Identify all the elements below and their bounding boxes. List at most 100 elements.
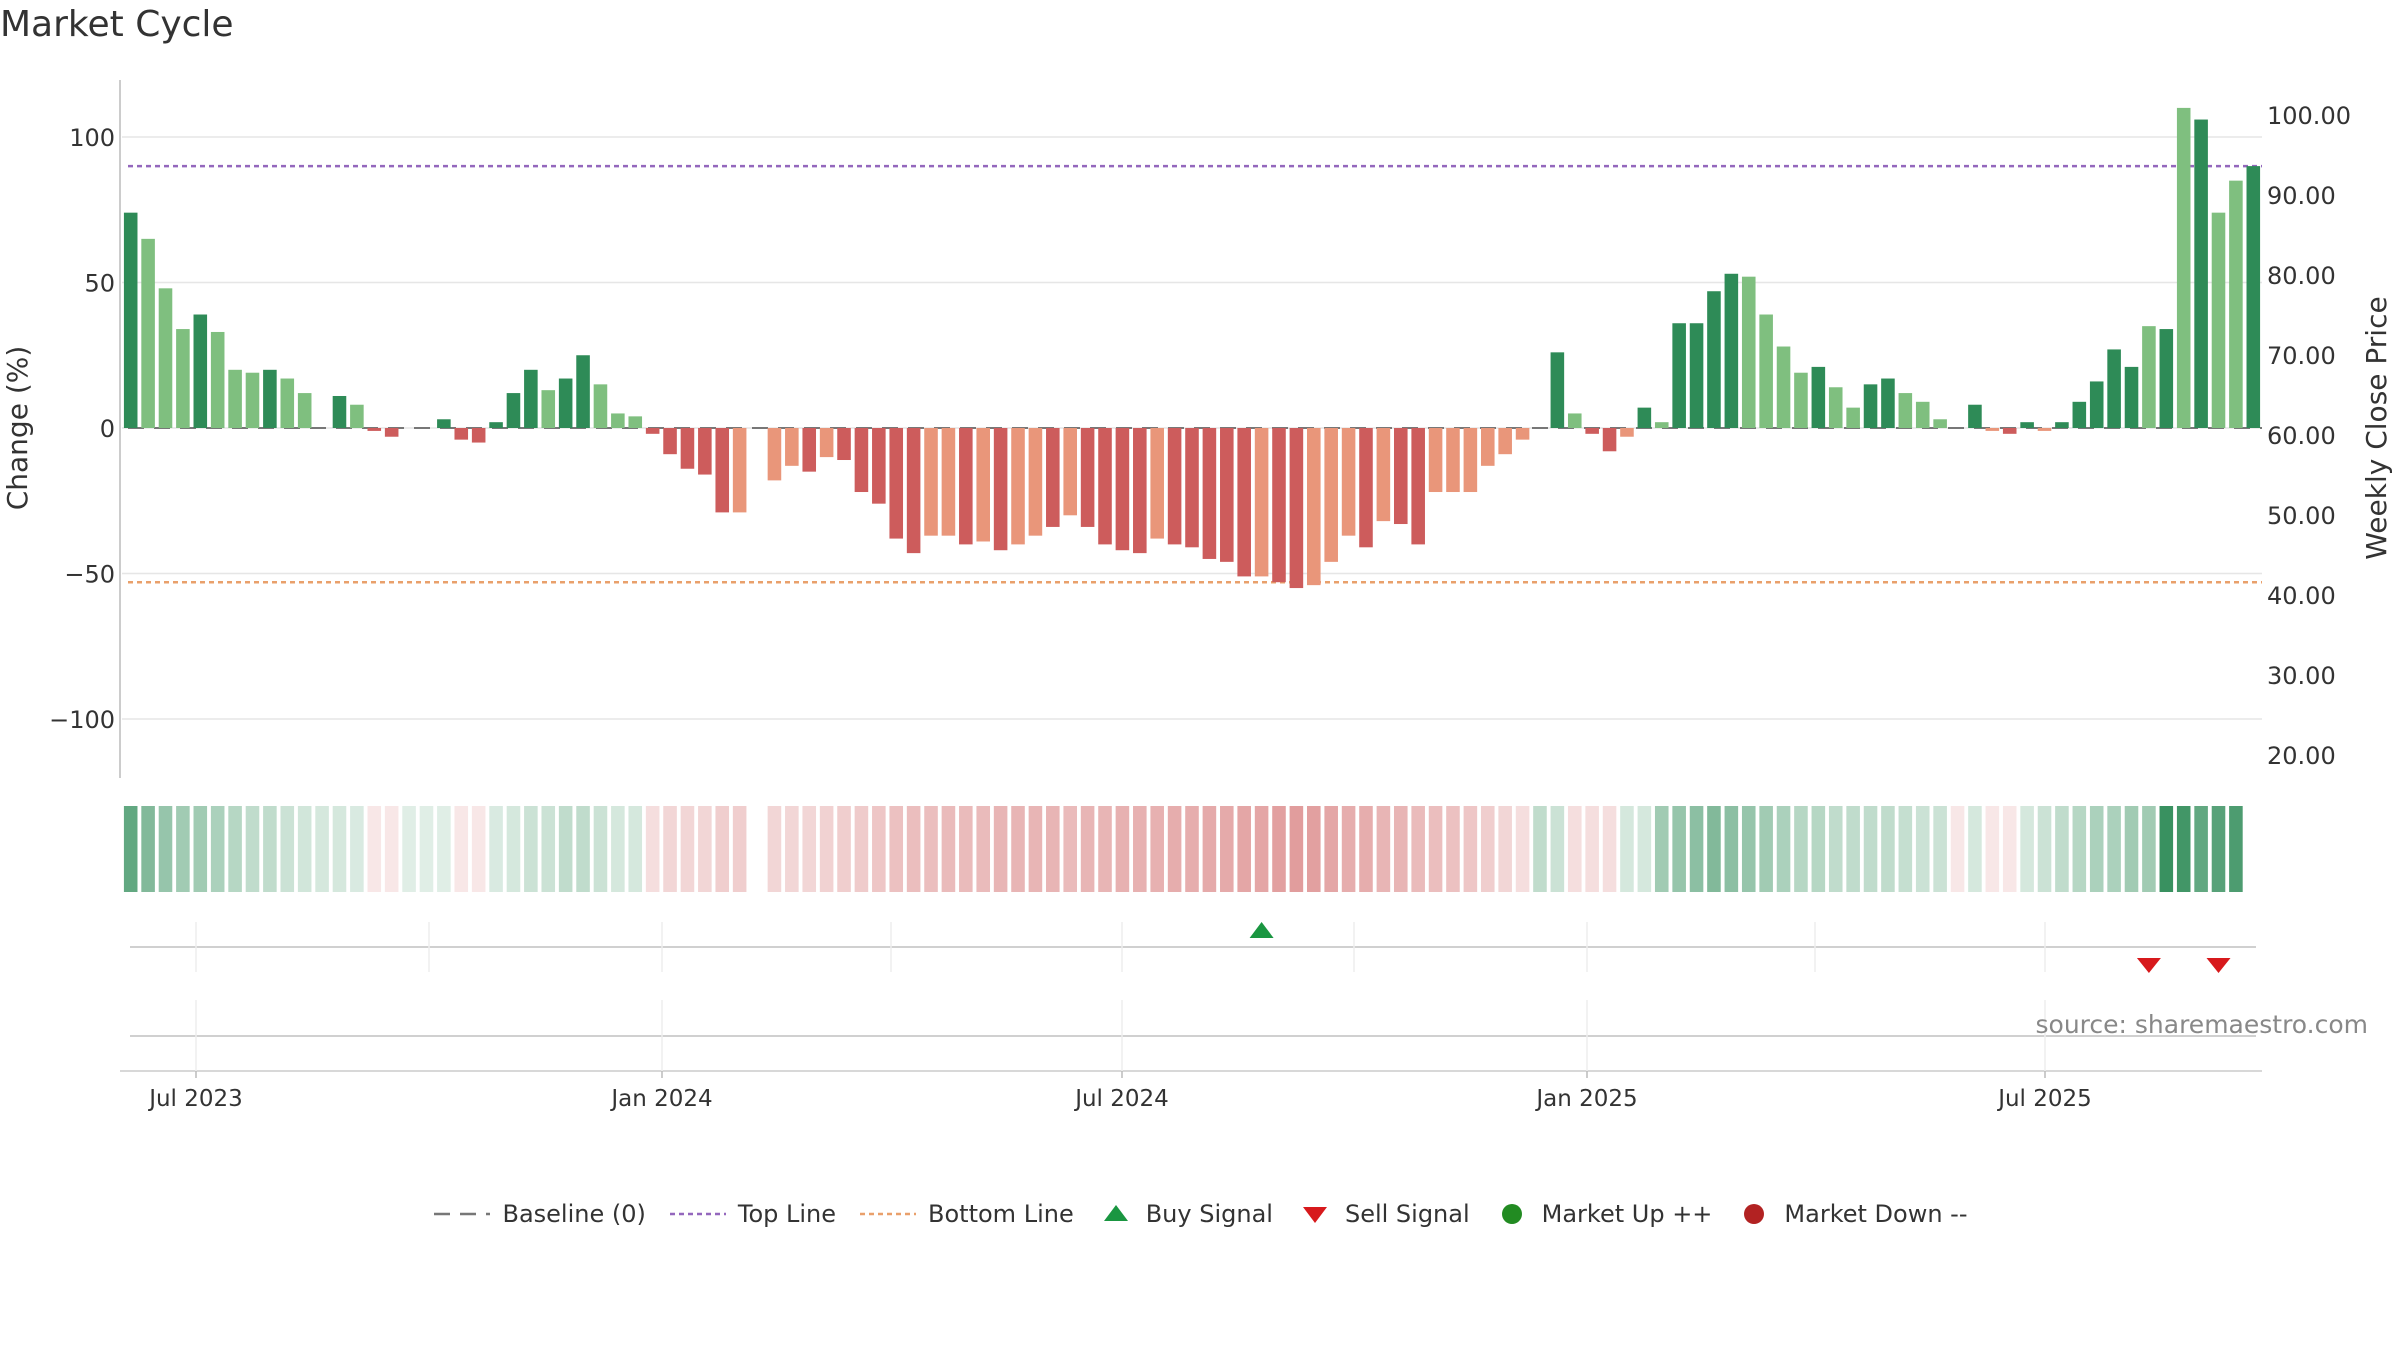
bar: [611, 413, 625, 428]
bar: [1898, 393, 1913, 428]
strip-cell: [1498, 806, 1512, 892]
strip-cell: [332, 806, 347, 892]
bar: [1498, 428, 1512, 455]
bar: [1933, 419, 1947, 428]
bar: [593, 384, 608, 428]
y-tick-label-right: 20.00: [2267, 742, 2336, 770]
strip-cell: [854, 806, 869, 892]
legend-baseline: Baseline (0): [432, 1200, 646, 1228]
bar: [1046, 428, 1060, 527]
strip-cell: [419, 806, 434, 892]
strip-cell: [524, 806, 538, 892]
bar: [2211, 212, 2226, 428]
strip-cell: [1985, 806, 2000, 892]
strip-cell: [541, 806, 556, 892]
strip-cell: [1828, 806, 1843, 892]
x-axis: Jul 2023 Jan 2024 Jul 2024 Jan 2025 Jul 2025: [147, 1071, 2092, 1112]
strip-cell: [732, 806, 747, 892]
bar: [123, 212, 138, 428]
y-tick-label-right: 100.00: [2267, 102, 2351, 130]
x-tick-label: Jan 2024: [609, 1086, 712, 1112]
bar: [2176, 107, 2191, 429]
strip-cell: [1950, 806, 1965, 892]
strip-cell: [993, 806, 1008, 892]
change-bars: [123, 107, 2261, 589]
strip-cell: [2002, 806, 2017, 892]
strip-cell: [228, 806, 242, 892]
strip-cell: [576, 806, 590, 892]
strip-cell: [1724, 806, 1739, 892]
bar: [837, 428, 851, 461]
strip-cell: [593, 806, 608, 892]
strip-cell: [767, 806, 782, 892]
strip-cell: [1046, 806, 1060, 892]
strip-cell: [193, 806, 208, 892]
strip-cell: [367, 806, 382, 892]
y-tick-label-right: 80.00: [2267, 262, 2336, 290]
bar: [263, 369, 277, 428]
y-tick-label-left: 0: [100, 415, 115, 443]
sell-signal-marker: [2136, 958, 2161, 973]
legend-top-line: Top Line: [668, 1200, 836, 1228]
strip-cell: [959, 806, 973, 892]
bar: [384, 428, 399, 437]
strip-cell: [1011, 806, 1025, 892]
strip-cell: [906, 806, 921, 892]
bar: [1202, 428, 1217, 559]
legend-label: Top Line: [737, 1200, 837, 1228]
strip-cell: [1776, 806, 1791, 892]
y-tick-label-right: 90.00: [2267, 182, 2336, 210]
bar: [1376, 428, 1391, 522]
bar: [872, 428, 886, 504]
strip-cell: [872, 806, 886, 892]
bar: [645, 428, 660, 434]
bar: [558, 378, 573, 428]
x-tick-label: Jul 2023: [147, 1086, 243, 1112]
bar: [1167, 428, 1182, 545]
strip-cell: [1359, 806, 1373, 892]
strip-cell: [1480, 806, 1495, 892]
market-down-dot-icon: [1744, 1204, 1765, 1224]
strip-cell: [1602, 806, 1617, 892]
bar: [1341, 428, 1356, 536]
legend-market-down: Market Down --: [1734, 1200, 1968, 1228]
strip-cell: [1307, 806, 1321, 892]
strip-cell: [1863, 806, 1878, 892]
strip-cell: [1446, 806, 1460, 892]
bar: [1550, 352, 1565, 428]
strip-cell: [1585, 806, 1599, 892]
bar: [976, 428, 991, 542]
strip-cell: [1794, 806, 1808, 892]
bar: [1707, 291, 1721, 428]
bar: [698, 428, 712, 475]
strip-cell: [1028, 806, 1043, 892]
strip-cell: [1898, 806, 1913, 892]
top-line-swatch-icon: [669, 1212, 726, 1216]
bar: [2072, 401, 2087, 428]
bar: [663, 428, 677, 455]
strip-cell: [245, 806, 260, 892]
bar: [176, 329, 190, 428]
bar: [1585, 428, 1599, 434]
legend-label: Market Up ++: [1541, 1200, 1713, 1228]
bar: [2124, 366, 2139, 428]
baseline-swatch-icon: [434, 1212, 491, 1216]
axes: 100 50 0 −50 −100 100.00 90.00 80.00 70.00 60.00 5…: [49, 80, 2351, 778]
y-tick-label-right: 60.00: [2267, 422, 2336, 450]
strip-cell: [158, 806, 173, 892]
bar: [1098, 428, 1112, 545]
strip-cell: [698, 806, 712, 892]
strip-cell: [1202, 806, 1217, 892]
bar: [1776, 346, 1791, 428]
bar: [280, 378, 295, 428]
strip-cell: [2089, 806, 2104, 892]
strip-cell: [141, 806, 155, 892]
strip-cell: [2107, 806, 2121, 892]
legend-bottom-line: Bottom Line: [858, 1200, 1074, 1228]
bar: [2055, 422, 2069, 428]
bar: [715, 428, 730, 513]
bar: [367, 428, 382, 431]
strip-cell: [1654, 806, 1669, 892]
strip-cell: [176, 806, 190, 892]
legend: Baseline (0) Top Line Bottom Line Buy Si…: [0, 1200, 2400, 1228]
